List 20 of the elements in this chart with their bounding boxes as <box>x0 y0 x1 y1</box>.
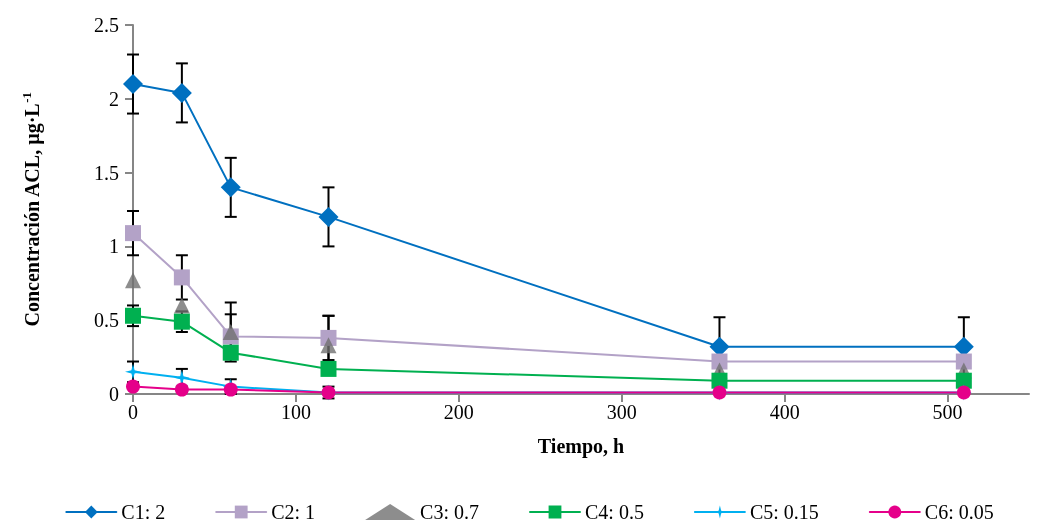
y-tick-label: 2.5 <box>94 14 119 36</box>
y-tick-label: 1 <box>109 235 119 258</box>
x-tick-label: 200 <box>443 401 474 423</box>
legend-label: C3: 0.7 <box>420 501 480 523</box>
legend-label: C6: 0.05 <box>924 501 994 523</box>
y-tick-label: 0.5 <box>94 309 119 332</box>
x-tick-label: 500 <box>932 401 963 423</box>
x-tick-label: 0 <box>128 401 138 423</box>
y-tick-label: 1.5 <box>94 161 119 184</box>
legend-label: C4: 0.5 <box>585 501 644 523</box>
x-tick-label: 100 <box>280 401 311 423</box>
legend-label: C2: 1 <box>271 501 316 523</box>
y-tick-label: 0 <box>109 383 119 405</box>
legend-label: C5: 0.15 <box>749 501 819 523</box>
x-tick-label: 300 <box>606 401 637 423</box>
legend-label: C1: 2 <box>121 501 166 523</box>
x-tick-label: 400 <box>769 401 800 423</box>
x-axis-title: Tiempo, h <box>537 435 625 458</box>
y-axis-title: Concentración ACL, µg·L-1 <box>19 91 44 327</box>
y-tick-label: 2 <box>109 87 119 110</box>
